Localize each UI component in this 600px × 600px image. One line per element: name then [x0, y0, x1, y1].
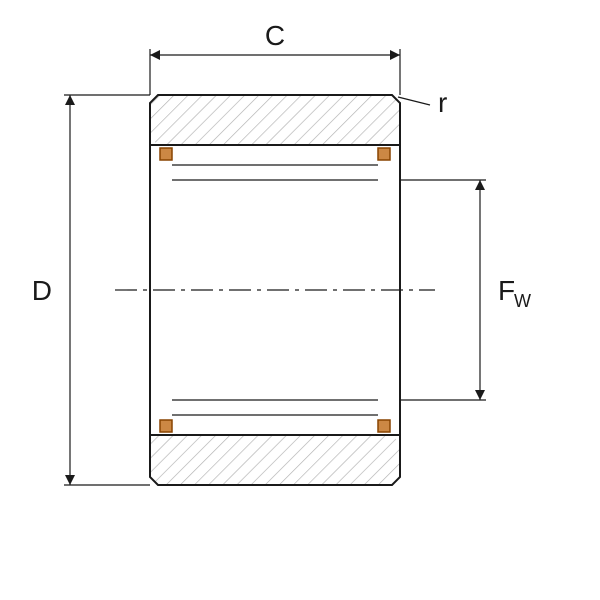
svg-text:r: r — [438, 87, 447, 118]
svg-text:C: C — [265, 20, 285, 51]
svg-text:W: W — [514, 291, 531, 311]
svg-text:D: D — [32, 275, 52, 306]
svg-text:F: F — [498, 275, 515, 306]
